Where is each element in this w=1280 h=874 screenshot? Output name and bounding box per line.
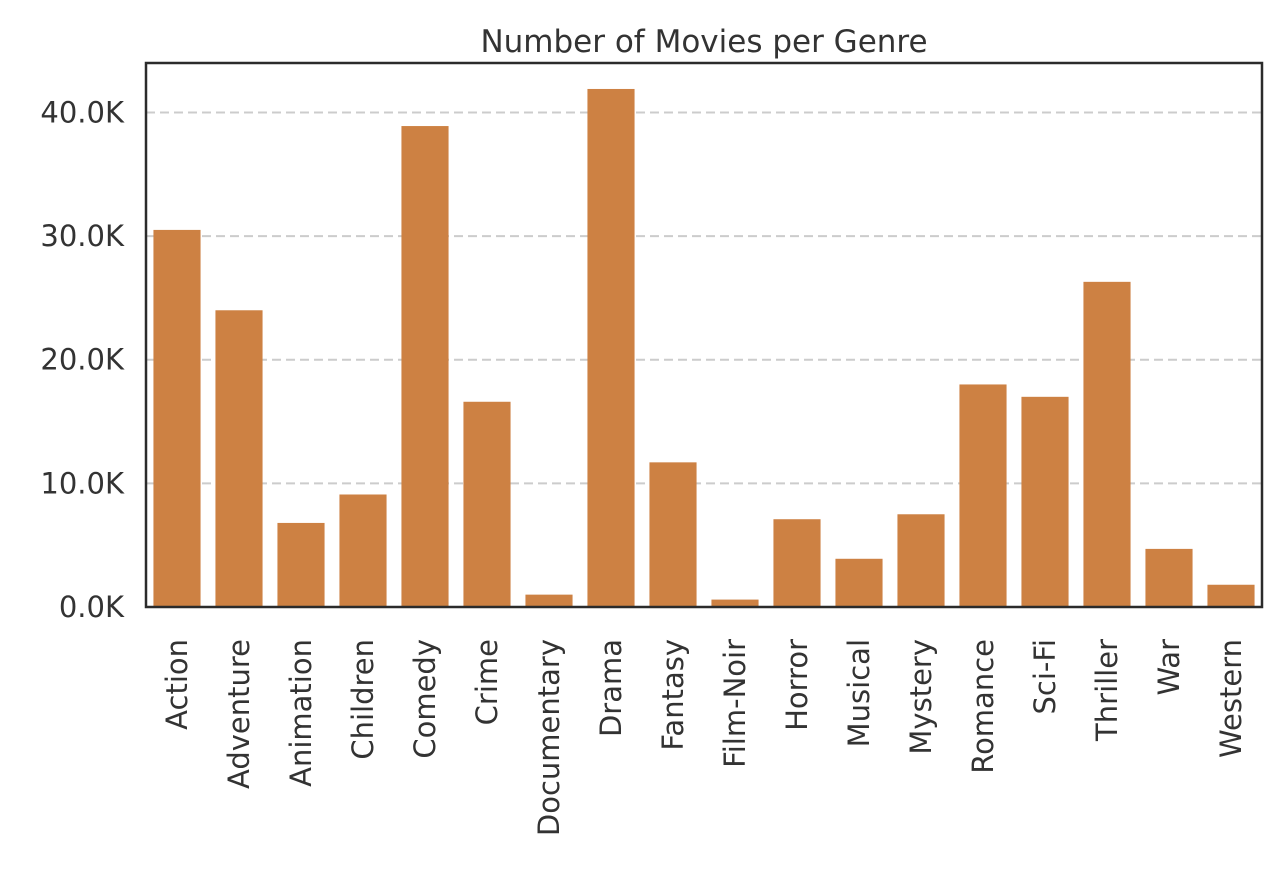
bar-war bbox=[1145, 548, 1193, 607]
y-tick-label: 0.0K bbox=[59, 590, 125, 624]
y-tick-label: 20.0K bbox=[40, 343, 125, 377]
x-tick-label: Crime bbox=[470, 639, 504, 725]
bar-sci-fi bbox=[1021, 396, 1069, 607]
x-tick-label: Film-Noir bbox=[718, 639, 752, 768]
x-tick-label: Action bbox=[160, 639, 194, 730]
x-axis-category-labels: Action Adventure Animation Children Comedy Cr… bbox=[160, 639, 1248, 836]
x-tick-label: Adventure bbox=[222, 639, 256, 789]
y-axis-ticks: 0.0K 10.0K 20.0K 30.0K 40.0K bbox=[40, 95, 125, 624]
plot-frame bbox=[144, 61, 1264, 609]
x-tick-label: Drama bbox=[594, 639, 628, 737]
bar-crime bbox=[463, 401, 511, 607]
y-tick-label: 30.0K bbox=[40, 219, 125, 253]
x-tick-label: Fantasy bbox=[656, 639, 690, 751]
bars bbox=[153, 88, 1255, 608]
y-tick-label: 10.0K bbox=[40, 466, 125, 500]
bar-action bbox=[153, 229, 201, 607]
x-tick-label: Thriller bbox=[1090, 639, 1124, 742]
x-tick-label: Documentary bbox=[532, 639, 566, 836]
bar-animation bbox=[277, 522, 325, 607]
bar-drama bbox=[587, 88, 635, 608]
chart-title: Number of Movies per Genre bbox=[480, 24, 927, 60]
bar-documentary bbox=[525, 594, 573, 607]
x-tick-label: Horror bbox=[780, 639, 814, 731]
bar-fantasy bbox=[649, 462, 697, 607]
x-tick-label: Children bbox=[346, 639, 380, 760]
bar-thriller bbox=[1083, 281, 1131, 607]
bar-mystery bbox=[897, 514, 945, 607]
x-tick-label: Animation bbox=[284, 639, 318, 787]
bar-comedy bbox=[401, 126, 449, 608]
bar-horror bbox=[773, 519, 821, 607]
bar-film-noir bbox=[711, 599, 759, 607]
x-tick-label: Musical bbox=[842, 639, 876, 747]
bar-children bbox=[339, 494, 387, 607]
bar-romance bbox=[959, 384, 1007, 607]
x-tick-label: Sci-Fi bbox=[1028, 639, 1062, 715]
grid-lines bbox=[146, 111, 1262, 485]
x-tick-label: War bbox=[1152, 639, 1186, 696]
bar-musical bbox=[835, 558, 883, 607]
bar-adventure bbox=[215, 310, 263, 607]
bar-western bbox=[1207, 584, 1255, 607]
y-tick-label: 40.0K bbox=[40, 95, 125, 129]
x-tick-label: Western bbox=[1214, 639, 1248, 758]
x-tick-label: Mystery bbox=[904, 639, 938, 755]
x-tick-label: Romance bbox=[966, 639, 1000, 774]
x-tick-label: Comedy bbox=[408, 639, 442, 759]
